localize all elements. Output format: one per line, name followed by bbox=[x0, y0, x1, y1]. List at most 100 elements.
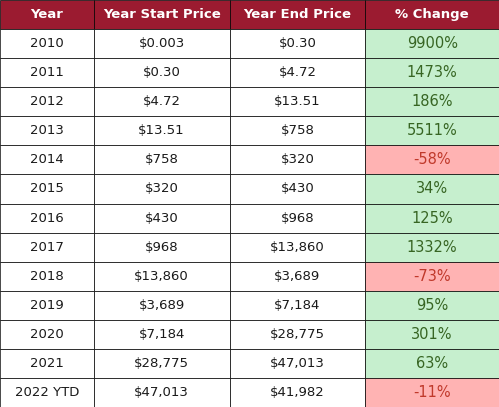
Text: 2011: 2011 bbox=[30, 66, 64, 79]
Bar bbox=[230, 291, 365, 320]
Text: $47,013: $47,013 bbox=[270, 357, 325, 370]
Bar bbox=[0, 349, 94, 378]
Bar bbox=[230, 320, 365, 349]
Bar bbox=[94, 204, 230, 232]
Bar bbox=[230, 262, 365, 291]
Bar bbox=[365, 116, 499, 145]
Bar bbox=[94, 29, 230, 58]
Bar bbox=[365, 175, 499, 204]
Text: 2010: 2010 bbox=[30, 37, 64, 50]
Text: 2015: 2015 bbox=[30, 182, 64, 195]
Bar bbox=[0, 378, 94, 407]
Text: 95%: 95% bbox=[416, 298, 448, 313]
Bar bbox=[94, 378, 230, 407]
Text: 2020: 2020 bbox=[30, 328, 64, 341]
Text: 2016: 2016 bbox=[30, 212, 64, 225]
Bar bbox=[230, 87, 365, 116]
Bar bbox=[0, 58, 94, 87]
Text: 301%: 301% bbox=[411, 327, 453, 342]
Text: Year: Year bbox=[30, 8, 63, 21]
Bar bbox=[365, 0, 499, 29]
Text: $4.72: $4.72 bbox=[143, 95, 181, 108]
Bar bbox=[94, 0, 230, 29]
Bar bbox=[0, 291, 94, 320]
Bar bbox=[0, 232, 94, 262]
Bar bbox=[365, 378, 499, 407]
Text: $0.30: $0.30 bbox=[278, 37, 316, 50]
Text: 2017: 2017 bbox=[30, 241, 64, 254]
Text: $47,013: $47,013 bbox=[134, 386, 189, 399]
Text: 2013: 2013 bbox=[30, 124, 64, 137]
Text: 2014: 2014 bbox=[30, 153, 64, 166]
Text: $28,775: $28,775 bbox=[134, 357, 189, 370]
Bar bbox=[94, 320, 230, 349]
Text: 63%: 63% bbox=[416, 356, 448, 371]
Text: 34%: 34% bbox=[416, 182, 448, 197]
Bar bbox=[0, 116, 94, 145]
Text: -11%: -11% bbox=[413, 385, 451, 400]
Bar bbox=[230, 29, 365, 58]
Bar bbox=[94, 232, 230, 262]
Text: $13.51: $13.51 bbox=[138, 124, 185, 137]
Text: $0.30: $0.30 bbox=[143, 66, 181, 79]
Text: $7,184: $7,184 bbox=[274, 299, 320, 312]
Text: $28,775: $28,775 bbox=[270, 328, 325, 341]
Text: $758: $758 bbox=[145, 153, 179, 166]
Text: $13,860: $13,860 bbox=[134, 270, 189, 283]
Text: $758: $758 bbox=[280, 124, 314, 137]
Bar bbox=[94, 262, 230, 291]
Bar bbox=[365, 145, 499, 175]
Bar bbox=[230, 175, 365, 204]
Text: Year End Price: Year End Price bbox=[244, 8, 351, 21]
Bar bbox=[365, 87, 499, 116]
Bar bbox=[0, 204, 94, 232]
Text: $320: $320 bbox=[145, 182, 179, 195]
Text: $320: $320 bbox=[280, 153, 314, 166]
Bar bbox=[0, 145, 94, 175]
Bar bbox=[365, 232, 499, 262]
Bar bbox=[365, 58, 499, 87]
Text: 125%: 125% bbox=[411, 210, 453, 225]
Bar bbox=[0, 262, 94, 291]
Text: $430: $430 bbox=[280, 182, 314, 195]
Text: 9900%: 9900% bbox=[407, 36, 458, 51]
Bar bbox=[230, 232, 365, 262]
Text: 1473%: 1473% bbox=[407, 65, 458, 80]
Text: $3,689: $3,689 bbox=[274, 270, 320, 283]
Bar bbox=[230, 0, 365, 29]
Text: $41,982: $41,982 bbox=[270, 386, 325, 399]
Bar bbox=[94, 116, 230, 145]
Text: $430: $430 bbox=[145, 212, 179, 225]
Text: 2018: 2018 bbox=[30, 270, 64, 283]
Text: $4.72: $4.72 bbox=[278, 66, 316, 79]
Bar bbox=[230, 204, 365, 232]
Text: % Change: % Change bbox=[395, 8, 469, 21]
Bar bbox=[94, 145, 230, 175]
Text: $7,184: $7,184 bbox=[139, 328, 185, 341]
Text: $968: $968 bbox=[145, 241, 179, 254]
Text: 2021: 2021 bbox=[30, 357, 64, 370]
Text: -58%: -58% bbox=[413, 152, 451, 167]
Bar bbox=[94, 291, 230, 320]
Bar bbox=[365, 29, 499, 58]
Text: Year Start Price: Year Start Price bbox=[103, 8, 221, 21]
Bar bbox=[230, 58, 365, 87]
Bar bbox=[0, 29, 94, 58]
Bar bbox=[94, 87, 230, 116]
Bar bbox=[0, 320, 94, 349]
Bar bbox=[230, 145, 365, 175]
Bar bbox=[365, 349, 499, 378]
Bar bbox=[230, 378, 365, 407]
Text: $3,689: $3,689 bbox=[139, 299, 185, 312]
Bar bbox=[0, 175, 94, 204]
Bar bbox=[365, 262, 499, 291]
Bar bbox=[0, 0, 94, 29]
Text: -73%: -73% bbox=[413, 269, 451, 284]
Bar bbox=[230, 349, 365, 378]
Bar bbox=[94, 58, 230, 87]
Text: 186%: 186% bbox=[411, 94, 453, 109]
Bar bbox=[365, 320, 499, 349]
Text: $13,860: $13,860 bbox=[270, 241, 325, 254]
Bar bbox=[94, 349, 230, 378]
Bar bbox=[365, 204, 499, 232]
